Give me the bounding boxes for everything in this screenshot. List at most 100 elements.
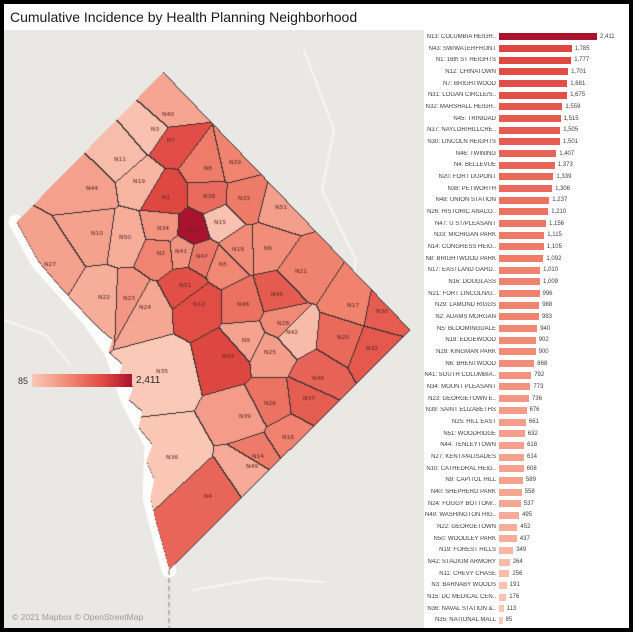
bar-mark[interactable] [499, 581, 507, 589]
bar-value-label: 495 [522, 512, 533, 519]
bar-category-label: N19: FOREST HILLS [439, 547, 496, 554]
bar-mark[interactable] [499, 278, 540, 286]
bar-row: N35: NATIONAL MALL 85 [424, 615, 629, 627]
bar-mark[interactable] [499, 231, 545, 239]
bar-value-label: 618 [527, 442, 538, 449]
bar-mark[interactable] [499, 255, 544, 263]
bar-mark[interactable] [499, 103, 563, 111]
bar-mark[interactable] [499, 570, 510, 578]
bar-row: N21: FORT LINCOLN/G.. 996 [424, 288, 629, 300]
bar-category-label: N31: LOGAN CIRCLE/S.. [427, 92, 496, 99]
bar-value-label: 2,411 [600, 33, 615, 40]
bar-row: N17: EASTLAND GARD.. 1,010 [424, 264, 629, 276]
bar-mark[interactable] [499, 185, 553, 193]
dc-choropleth-map-canvas[interactable] [4, 30, 424, 628]
bar-row: N12: CHINATOWN 1,701 [424, 66, 629, 78]
bar-mark[interactable] [499, 441, 525, 449]
bar-mark[interactable] [499, 243, 544, 251]
bar-mark[interactable] [499, 290, 540, 298]
bar-mark[interactable] [499, 546, 514, 554]
bar-mark[interactable] [499, 336, 536, 344]
bar-mark[interactable] [499, 161, 555, 169]
bar-category-label: N17: EASTLAND GARD.. [427, 267, 496, 274]
bar-row: N16: DOUGLASS 1,009 [424, 276, 629, 288]
bar-row: N11: CHEVY CHASE 256 [424, 568, 629, 580]
bar-mark[interactable] [499, 220, 546, 228]
bar-mark[interactable] [499, 430, 525, 438]
page-title: Cumulative Incidence by Health Planning … [10, 9, 358, 25]
bar-category-label: N47: U ST/PLEASANT [434, 220, 496, 227]
bar-mark[interactable] [499, 173, 554, 181]
bar-mark[interactable] [499, 476, 523, 484]
bar-mark[interactable] [499, 488, 522, 496]
bar-category-label: N7: BRIGHTWOOD [442, 80, 496, 87]
bar-category-label: N11: CHEVY CHASE [439, 570, 496, 577]
bar-value-label: 608 [526, 465, 537, 472]
bar-category-label: N41: SOUTH COLUMBIA.. [424, 372, 496, 379]
bar-value-label: 191 [509, 582, 520, 589]
bar-mark[interactable] [499, 33, 597, 41]
bar-row: N28: KINGMAN PARK 900 [424, 346, 629, 358]
bar-mark[interactable] [499, 406, 527, 414]
bar-category-label: N18: EDGEWOOD [445, 337, 496, 344]
bar-value-label: 632 [527, 430, 538, 437]
bar-mark[interactable] [499, 325, 538, 333]
bar-row: N43: SW/WATERFRONT 1,785 [424, 43, 629, 55]
bar-value-label: 996 [542, 290, 553, 297]
bar-category-label: N34: MOUNT PLEASANT [426, 383, 496, 390]
bar-mark[interactable] [499, 558, 510, 566]
bar-mark[interactable] [499, 371, 532, 379]
bar-category-label: N43: SW/WATERFRONT [428, 45, 496, 52]
bar-category-label: N29: LAMOND RIGGS [434, 302, 496, 309]
bar-mark[interactable] [499, 196, 550, 204]
bar-category-label: N42: STADIUM ARMORY [427, 559, 496, 566]
bar-mark[interactable] [499, 80, 568, 88]
bar-mark[interactable] [499, 523, 518, 531]
bar-mark[interactable] [499, 500, 521, 508]
bar-mark[interactable] [499, 126, 561, 134]
bar-row: N4: BELLEVUE 1,373 [424, 159, 629, 171]
bar-category-label: N26: HISTORIC ANACO.. [427, 208, 496, 215]
bar-mark[interactable] [499, 348, 536, 356]
bar-mark[interactable] [499, 138, 560, 146]
bar-mark[interactable] [499, 593, 507, 601]
bar-category-label: N46: TWINING [455, 150, 496, 157]
bar-mark[interactable] [499, 115, 561, 123]
bar-mark[interactable] [499, 383, 531, 391]
bar-mark[interactable] [499, 453, 524, 461]
bar-row: N23: GEORGETOWN E.. 736 [424, 393, 629, 405]
bar-mark[interactable] [499, 605, 504, 613]
bar-mark[interactable] [499, 616, 503, 624]
bar-mark[interactable] [499, 465, 524, 473]
bar-mark[interactable] [499, 395, 529, 403]
bar-row: N33: MICHIGAN PARK 1,115 [424, 229, 629, 241]
bar-row: N6: BRENTWOOD 868 [424, 358, 629, 370]
bar-category-label: N9: CAPITOL HILL [445, 477, 496, 484]
bar-category-label: N23: GEORGETOWN E.. [428, 395, 496, 402]
bar-mark[interactable] [499, 68, 569, 76]
bar-value-label: 940 [540, 325, 551, 332]
bar-mark[interactable] [499, 91, 568, 99]
bar-value-label: 1,777 [574, 57, 590, 64]
bar-row: N50: WOODLEY PARK 437 [424, 533, 629, 545]
bar-mark[interactable] [499, 360, 535, 368]
bar-mark[interactable] [499, 266, 541, 274]
bar-mark[interactable] [499, 535, 517, 543]
bar-mark[interactable] [499, 301, 540, 309]
legend-min-value: 85 [18, 375, 29, 386]
bar-mark[interactable] [499, 511, 520, 519]
bar-mark[interactable] [499, 313, 539, 321]
bar-mark[interactable] [499, 45, 572, 52]
bar-category-label: N27: KENT/PALISADES [431, 454, 496, 461]
bar-mark[interactable] [499, 56, 572, 64]
bar-category-label: N35: NATIONAL MALL [434, 617, 496, 624]
bar-mark[interactable] [499, 208, 549, 216]
bar-mark[interactable] [499, 418, 526, 426]
bar-row: N42: STADIUM ARMORY 264 [424, 556, 629, 568]
bar-row: N45: TRINIDAD 1,515 [424, 113, 629, 125]
bar-category-label: N40: SHEPHERD PARK [430, 489, 496, 496]
bar-row: N46: TWINING 1,407 [424, 148, 629, 160]
bar-category-label: N21: FORT LINCOLN/G.. [428, 290, 496, 297]
bar-mark[interactable] [499, 150, 557, 158]
